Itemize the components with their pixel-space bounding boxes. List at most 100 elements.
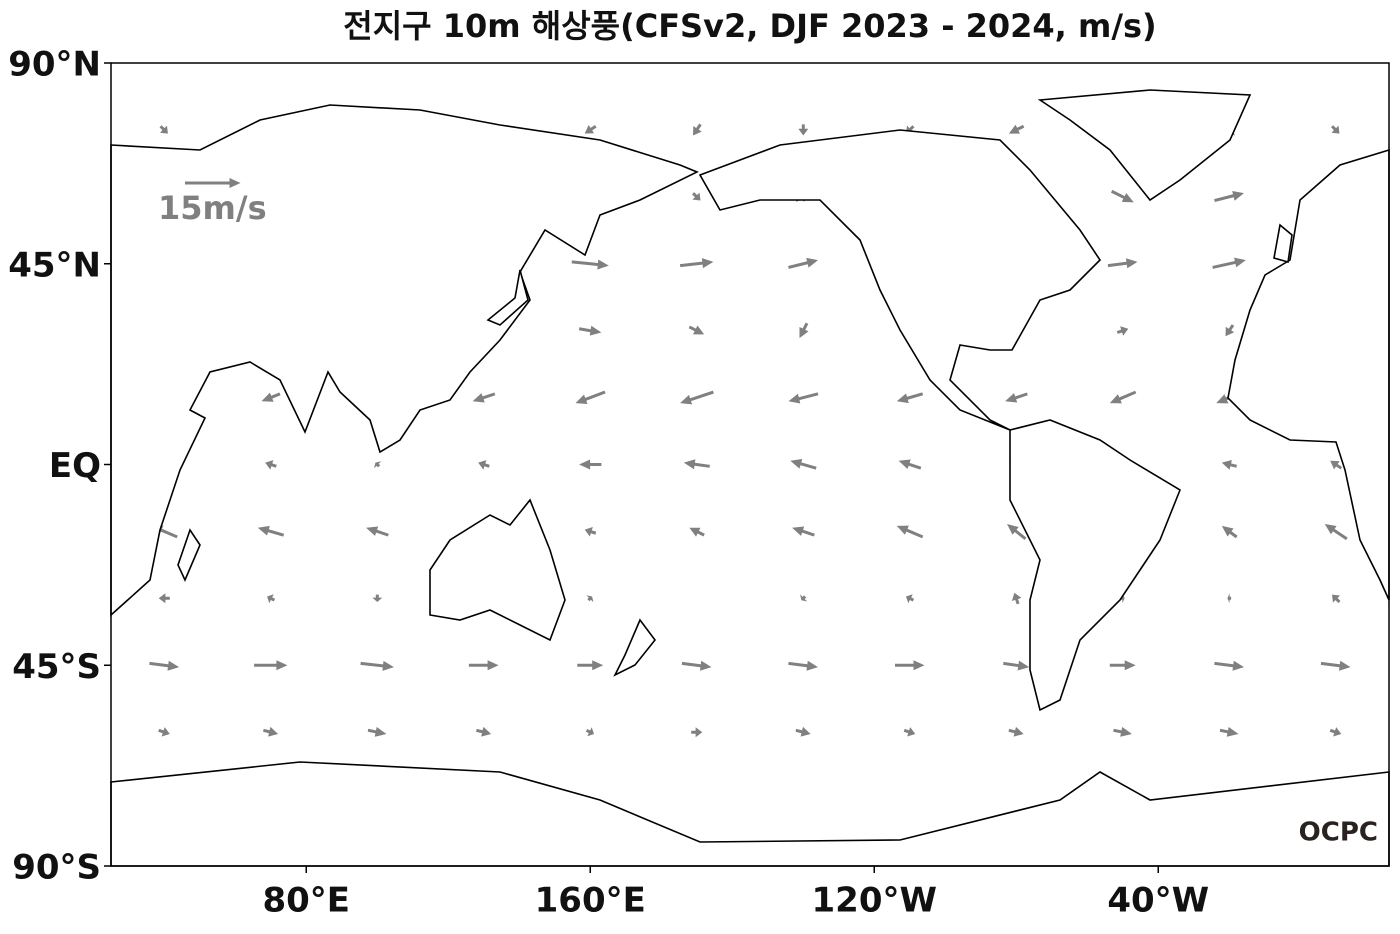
y-tick-label: 90°N bbox=[8, 45, 101, 85]
y-tick-label: EQ bbox=[49, 446, 101, 486]
madagascar bbox=[177, 528, 201, 582]
wind-vector bbox=[261, 392, 281, 402]
wind-vector bbox=[680, 390, 714, 405]
wind-vector bbox=[693, 123, 702, 136]
y-tick-label: 45°S bbox=[12, 647, 101, 687]
wind-vector bbox=[1330, 460, 1343, 470]
britain bbox=[1273, 223, 1293, 264]
wind-vector bbox=[1225, 324, 1235, 337]
wind-vector bbox=[683, 459, 710, 470]
wind-vector bbox=[896, 525, 924, 539]
x-tick-label: 160°E bbox=[535, 881, 646, 921]
wind-vector bbox=[263, 726, 279, 737]
coastlines bbox=[110, 89, 1390, 867]
wind-vector bbox=[679, 258, 714, 269]
wind-vector bbox=[1221, 460, 1237, 470]
wind-vector bbox=[788, 257, 818, 269]
wind-vector bbox=[792, 526, 815, 537]
wind-vector bbox=[898, 459, 922, 470]
wind-vector bbox=[149, 660, 180, 671]
wind-vector bbox=[800, 594, 808, 602]
wind-vector bbox=[1120, 593, 1125, 604]
wind-vector bbox=[681, 660, 712, 671]
wind-vector bbox=[895, 660, 925, 671]
north-america bbox=[698, 129, 1102, 431]
wind-vector bbox=[799, 322, 809, 339]
wind-vector bbox=[692, 192, 701, 201]
wind-vector bbox=[367, 727, 387, 737]
wind-vector bbox=[585, 727, 594, 737]
new-zealand bbox=[613, 618, 657, 677]
y-tick-label: 45°N bbox=[8, 245, 101, 285]
wind-vector bbox=[691, 727, 703, 738]
wind-vector bbox=[1109, 390, 1137, 404]
axes: 80°E 160°E 120°W 40°W 90°N 45°N EQ 45°S 90°S bbox=[8, 45, 1209, 921]
wind-vector bbox=[906, 594, 915, 604]
wind-vector bbox=[254, 660, 288, 671]
wind-vector bbox=[1107, 258, 1138, 269]
wind-vector bbox=[1221, 525, 1238, 539]
wind-vector bbox=[159, 125, 168, 134]
reference-arrow-key: 15m/s bbox=[158, 178, 267, 227]
greenland bbox=[1037, 89, 1252, 202]
wind-vector bbox=[1008, 124, 1025, 134]
wind-vector bbox=[1219, 727, 1239, 737]
wind-vector bbox=[476, 726, 492, 737]
wind-vector bbox=[265, 460, 277, 470]
wind-vector bbox=[790, 459, 817, 470]
wind-vector bbox=[1005, 392, 1028, 403]
eurasia-africa-east bbox=[110, 104, 699, 617]
wind-vector bbox=[584, 527, 597, 537]
wind-vector bbox=[158, 727, 170, 737]
wind-vector bbox=[1324, 524, 1348, 541]
wind-vector bbox=[472, 392, 496, 403]
wind-vector bbox=[1116, 326, 1129, 336]
antarctica bbox=[110, 761, 1390, 867]
wind-vector bbox=[1113, 727, 1132, 737]
reference-arrow bbox=[185, 178, 241, 188]
wind-vector bbox=[1111, 189, 1134, 203]
x-tick-label: 80°E bbox=[262, 881, 350, 921]
reference-vector bbox=[185, 178, 241, 188]
south-america bbox=[1009, 419, 1181, 712]
wind-vector bbox=[478, 460, 490, 470]
x-tick-label: 40°W bbox=[1107, 881, 1209, 921]
wind-vector bbox=[468, 660, 499, 671]
wind-vector bbox=[366, 526, 389, 537]
wind-vector bbox=[1214, 660, 1244, 671]
wind-vector bbox=[374, 461, 382, 469]
wind-vector bbox=[158, 593, 170, 604]
wind-vector bbox=[1227, 593, 1232, 604]
japan bbox=[486, 269, 529, 326]
y-tick-label: 90°S bbox=[12, 848, 101, 888]
wind-vector bbox=[1007, 524, 1027, 540]
wind-vector bbox=[788, 392, 819, 404]
wind-vector bbox=[896, 392, 924, 404]
wind-vector bbox=[372, 594, 383, 602]
wind-vector bbox=[1329, 727, 1342, 737]
x-tick-label: 120°W bbox=[812, 881, 937, 921]
logo: OCPC bbox=[1299, 818, 1378, 848]
wind-vector bbox=[586, 595, 594, 603]
wind-vector bbox=[579, 459, 602, 470]
wind-vector bbox=[1212, 257, 1246, 269]
wind-vector bbox=[1109, 660, 1136, 671]
wind-vector bbox=[577, 660, 604, 671]
wind-vector bbox=[257, 525, 285, 537]
wind-vector bbox=[1214, 191, 1244, 202]
reference-label: 15m/s bbox=[158, 189, 267, 227]
wind-vector bbox=[584, 125, 597, 134]
wind-vector bbox=[688, 325, 705, 335]
wind-vector bbox=[360, 660, 394, 671]
wind-vector bbox=[267, 594, 276, 604]
wind-vector bbox=[1011, 592, 1022, 605]
wind-vector bbox=[1003, 660, 1030, 671]
australia bbox=[429, 498, 566, 642]
wind-vector bbox=[903, 727, 916, 737]
europe-africa-west bbox=[1227, 148, 1390, 601]
wind-vector bbox=[788, 660, 818, 671]
wind-vector bbox=[1331, 125, 1340, 134]
map-title: 전지구 10m 해상풍(CFSv2, DJF 2023 - 2024, m/s) bbox=[343, 7, 1156, 45]
wind-vector bbox=[795, 726, 811, 737]
